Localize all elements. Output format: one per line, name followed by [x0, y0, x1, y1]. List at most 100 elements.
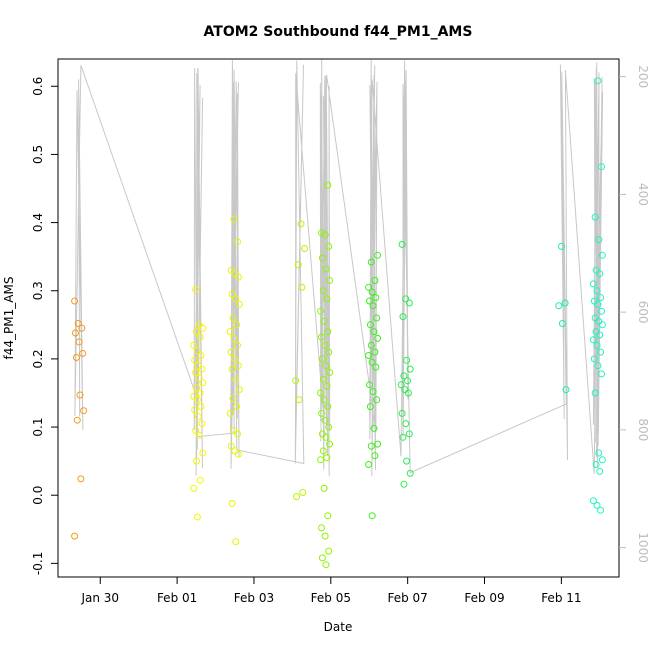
data-point: [590, 355, 598, 363]
data-point: [226, 409, 234, 417]
data-point: [367, 341, 375, 349]
data-point: [400, 372, 408, 380]
flight-track: [74, 58, 604, 477]
data-point: [318, 524, 325, 532]
data-point: [324, 403, 332, 411]
data-point: [325, 348, 333, 356]
point-cluster: [365, 251, 382, 520]
point-cluster: [555, 242, 570, 394]
data-point: [402, 295, 410, 303]
data-point: [594, 362, 602, 370]
data-point: [318, 355, 326, 363]
data-point: [323, 454, 331, 462]
y-axis: -0.1 0.0 0.1 0.2 0.3 0.4 0.5 0.6: [31, 77, 58, 575]
data-point: [235, 300, 243, 308]
data-point: [234, 430, 241, 438]
data-point: [323, 382, 331, 390]
data-point: [231, 355, 239, 363]
data-point: [197, 352, 205, 359]
y-tick-label: 0.4: [31, 213, 45, 232]
data-point: [366, 321, 374, 329]
data-point: [193, 457, 200, 465]
data-point: [320, 484, 328, 492]
x-tick-label: Feb 05: [311, 591, 351, 605]
data-point: [317, 389, 325, 397]
data-point: [598, 163, 605, 171]
chart-title: ATOM2 Southbound f44_PM1_AMS: [204, 24, 473, 40]
data-point: [73, 416, 81, 424]
data-point: [320, 396, 328, 404]
secondary-y-tick-label: 200: [636, 65, 650, 88]
data-point: [234, 341, 241, 349]
data-point: [232, 295, 240, 303]
data-point: [234, 450, 242, 458]
data-point: [321, 416, 329, 424]
data-point: [403, 457, 411, 465]
data-point: [597, 294, 605, 302]
secondary-y-tick-label: 400: [636, 183, 650, 206]
data-point: [228, 499, 236, 507]
data-point: [589, 280, 597, 288]
data-point: [193, 328, 200, 336]
data-point: [591, 213, 599, 221]
data-point: [322, 433, 330, 441]
data-point: [406, 469, 414, 477]
data-point: [196, 389, 204, 397]
data-point: [558, 242, 565, 250]
data-point: [398, 240, 406, 248]
data-point: [374, 251, 382, 259]
data-point: [199, 449, 207, 457]
data-point: [299, 489, 307, 496]
data-point: [79, 349, 87, 357]
data-point: [598, 307, 605, 315]
x-tick-label: Feb 07: [387, 591, 427, 605]
data-point: [368, 512, 376, 520]
data-point: [318, 409, 325, 417]
data-point: [325, 242, 333, 250]
data-point: [371, 348, 379, 356]
data-point: [323, 295, 331, 303]
y-tick-label: 0.0: [31, 486, 45, 505]
data-point: [371, 277, 379, 284]
point-cluster: [589, 77, 606, 514]
data-point: [369, 388, 377, 396]
data-point: [234, 362, 242, 370]
y-axis-label: f44_PM1_AMS: [2, 277, 16, 360]
data-point: [373, 314, 381, 322]
data-point: [399, 313, 407, 321]
data-point: [598, 321, 606, 329]
data-point: [370, 424, 378, 432]
data-point: [319, 375, 327, 383]
data-point: [322, 561, 330, 569]
data-point: [372, 363, 380, 371]
data-point: [318, 254, 326, 262]
data-point: [371, 452, 379, 460]
data-point: [324, 512, 332, 520]
data-point: [230, 334, 238, 342]
data-point: [192, 285, 200, 293]
x-tick-label: Feb 09: [464, 591, 504, 605]
data-point: [231, 447, 239, 455]
secondary-y-tick-label: 1000: [636, 532, 650, 563]
data-point: [592, 461, 600, 468]
data-point: [324, 328, 332, 336]
point-cluster: [226, 215, 243, 546]
data-point: [398, 409, 406, 417]
data-point: [373, 396, 381, 404]
data-point: [598, 251, 606, 259]
data-point: [595, 236, 603, 244]
data-point: [192, 369, 200, 376]
data-point: [597, 506, 605, 514]
data-point: [366, 403, 374, 411]
point-cluster: [190, 285, 207, 521]
data-point: [561, 299, 569, 307]
data-point: [397, 381, 405, 389]
data-point: [593, 341, 601, 349]
data-point: [593, 501, 601, 509]
data-point: [193, 384, 200, 391]
data-point: [233, 321, 241, 329]
data-point: [228, 365, 236, 373]
data-point: [230, 215, 238, 223]
data-point: [321, 532, 329, 540]
